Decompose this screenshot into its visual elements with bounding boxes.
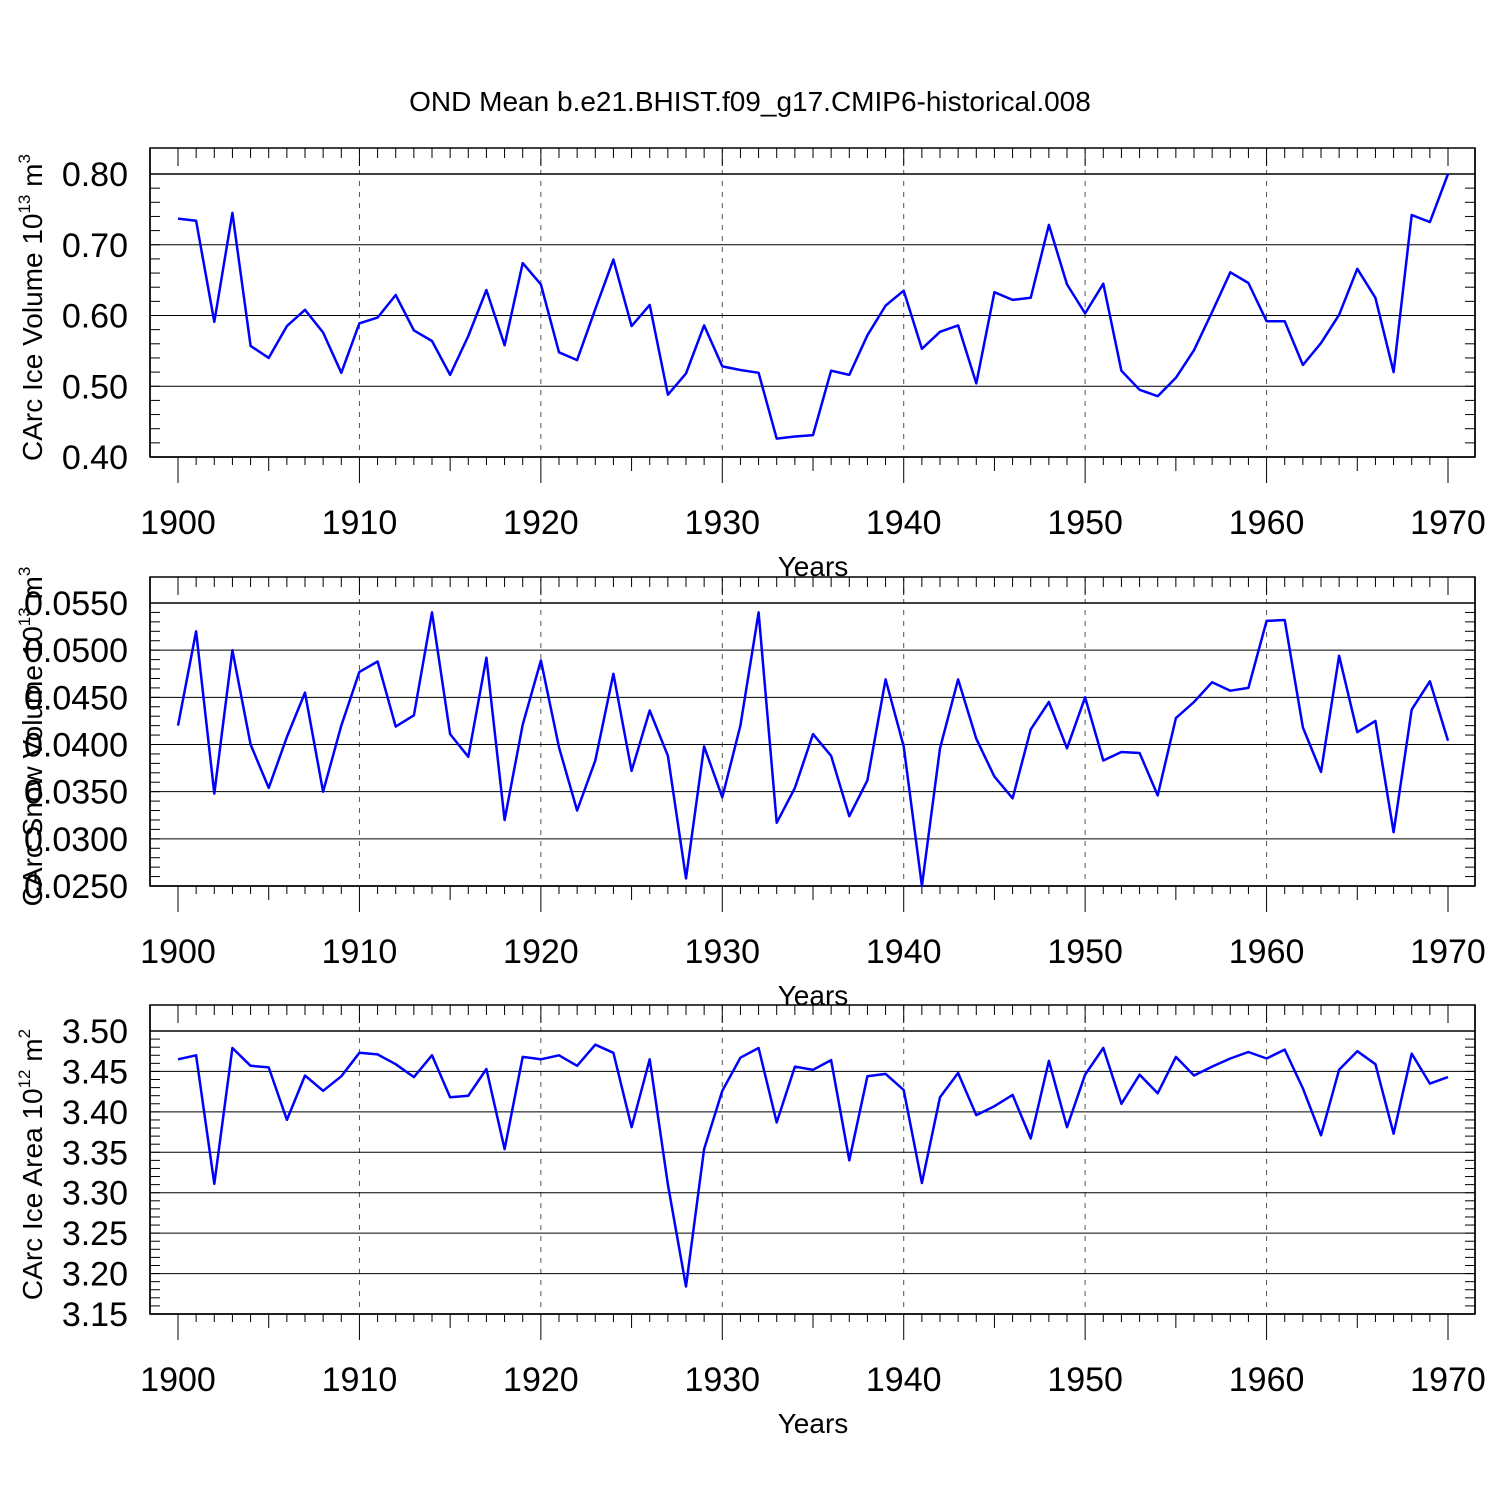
- y-tick-label: 3.40: [62, 1094, 128, 1132]
- series-line: [176, 611, 1450, 888]
- y-tick-label: 3.15: [62, 1296, 128, 1334]
- panel-1: 0.40 0.50 0.60 0.70 0.80 1900 1910 1920 1930 1940…: [15, 147, 1486, 582]
- y-tick-label: 0.0300: [24, 821, 128, 859]
- x-tick-label: 1930: [684, 504, 760, 542]
- plot-area: [149, 1004, 1476, 1315]
- x-tick-label: 1900: [140, 504, 216, 542]
- x-tick-label: 1930: [684, 933, 760, 971]
- x-tick-label: 1970: [1410, 933, 1486, 971]
- y-axis-title-exponent: 13: [15, 607, 34, 626]
- y-tick-label: 3.50: [62, 1013, 128, 1051]
- panel-3: 3.153.203.253.303.353.403.453.50 1900 1910…: [15, 1004, 1486, 1439]
- y-tick-label: 0.60: [62, 298, 128, 336]
- y-axis-title-exponent: 12: [15, 1070, 34, 1089]
- x-tick-label: 1950: [1047, 933, 1123, 971]
- y-tick-label: 0.40: [62, 439, 128, 477]
- y-tick-label: 3.20: [62, 1256, 128, 1294]
- x-tick-label: 1960: [1229, 504, 1305, 542]
- y-axis-title-exponent: 13: [15, 195, 34, 214]
- y-axis-title: CArc Ice Area 1012 m2: [15, 1029, 48, 1300]
- panels: 0.40 0.50 0.60 0.70 0.80 1900 1910 1920 1930 1940…: [15, 147, 1486, 1439]
- y-tick-label: 3.35: [62, 1134, 128, 1172]
- x-tick-label: 1920: [503, 504, 579, 542]
- y-axis-title-text: CArc Ice Area 10: [17, 1088, 48, 1300]
- series-line: [177, 1043, 1449, 1288]
- y-axis-title-text: CArc Snow Volume 10: [17, 626, 48, 906]
- y-axis-title-unit: m: [17, 163, 48, 194]
- y-axis-title-unit-exponent: 2: [15, 1029, 34, 1038]
- y-tick-label: 0.70: [62, 227, 128, 265]
- y-axis-title-text: CArc Ice Volume 10: [17, 214, 48, 461]
- y-tick-label: 0.0500: [24, 632, 128, 670]
- y-tick-label: 3.45: [62, 1053, 128, 1091]
- y-axis-title-unit-exponent: 3: [15, 567, 34, 576]
- x-tick-label: 1940: [866, 1361, 942, 1399]
- x-tick-label: 1960: [1229, 1361, 1305, 1399]
- y-tick-label: 0.0250: [24, 868, 128, 906]
- y-tick-label: 0.0350: [24, 774, 128, 812]
- x-tick-label: 1970: [1410, 1361, 1486, 1399]
- plot-area: [149, 147, 1476, 458]
- y-axis-title: CArc Ice Volume 1013 m3: [15, 154, 48, 461]
- x-tick-label: 1940: [866, 933, 942, 971]
- x-axis-title: Years: [778, 1408, 849, 1439]
- y-tick-label: 0.50: [62, 368, 128, 406]
- y-tick-label: 0.0400: [24, 727, 128, 765]
- x-tick-label: 1920: [503, 1361, 579, 1399]
- y-axis-title: CArc Snow Volume 1013 m3: [15, 567, 48, 907]
- x-tick-label: 1930: [684, 1361, 760, 1399]
- y-tick-label: 0.0450: [24, 679, 128, 717]
- chart-title: OND Mean b.e21.BHIST.f09_g17.CMIP6-histo…: [409, 86, 1091, 117]
- y-tick-label: 3.25: [62, 1215, 128, 1253]
- x-tick-label: 1900: [140, 933, 216, 971]
- x-tick-label: 1970: [1410, 504, 1486, 542]
- x-tick-label: 1910: [322, 1361, 398, 1399]
- plot-area: [149, 576, 1476, 887]
- x-tick-label: 1910: [322, 933, 398, 971]
- x-tick-label: 1900: [140, 1361, 216, 1399]
- x-tick-label: 1940: [866, 504, 942, 542]
- x-tick-label: 1910: [322, 504, 398, 542]
- x-tick-label: 1960: [1229, 933, 1305, 971]
- y-tick-label: 0.80: [62, 156, 128, 194]
- x-tick-label: 1950: [1047, 504, 1123, 542]
- panel-2: 0.0250 0.0300 0.0350 0.0400 0.0450 0.0500 0.05…: [15, 567, 1486, 1011]
- y-axis-title-unit-exponent: 3: [15, 154, 34, 163]
- x-tick-label: 1950: [1047, 1361, 1123, 1399]
- series-line: [177, 173, 1450, 440]
- y-axis-title-unit: m: [17, 576, 48, 607]
- y-tick-label: 0.0550: [24, 585, 128, 623]
- x-tick-label: 1920: [503, 933, 579, 971]
- y-axis-title-unit: m: [17, 1038, 48, 1069]
- y-tick-label: 3.30: [62, 1175, 128, 1213]
